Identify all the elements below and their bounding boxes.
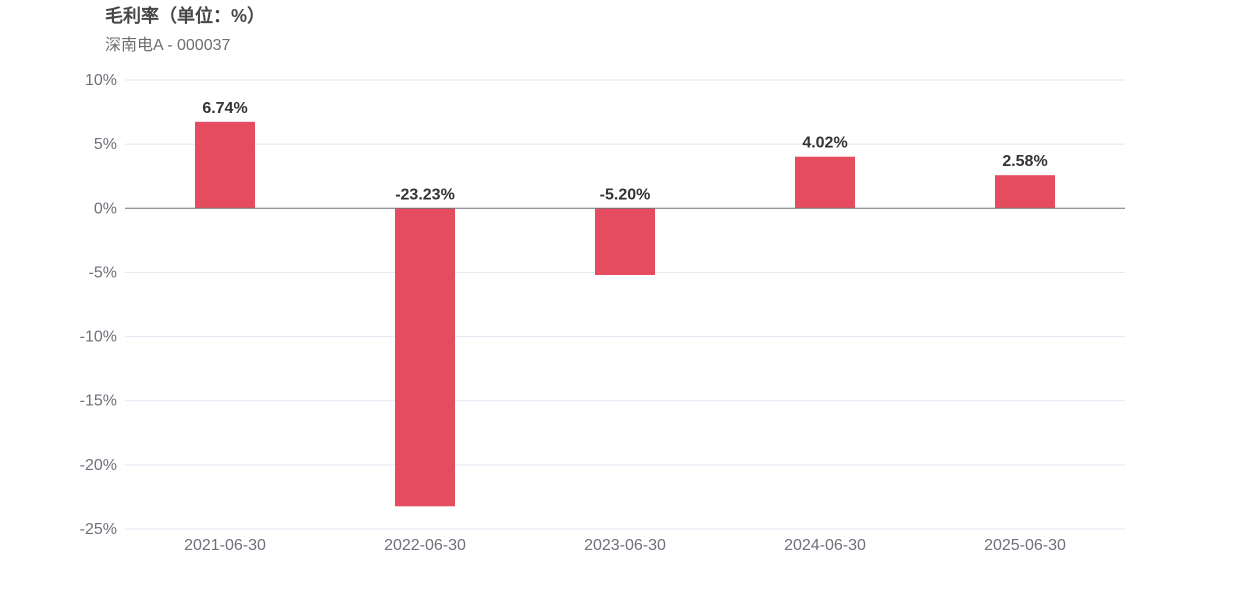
x-tick-label: 2022-06-30 [384,537,466,554]
bar-2024-06-30[interactable] [795,156,855,209]
data-label: 4.02% [802,135,847,152]
grid-lines [125,79,1125,530]
bars [195,121,1055,507]
data-label: 2.58% [1002,153,1047,170]
y-tick-label: -5% [89,264,117,281]
bar-2022-06-30[interactable] [395,208,455,507]
bar-2023-06-30[interactable] [595,208,655,275]
chart-subtitle: 深南电A - 000037 [105,37,231,54]
y-tick-label: 10% [85,72,117,89]
x-tick-label: 2023-06-30 [584,537,666,554]
x-axis: 2021-06-30 2022-06-30 2023-06-30 2024-06-30… [184,537,1066,554]
y-axis: 10% 5% 0% -5% -10% -15% -20% -25% [80,72,117,538]
data-label: -5.20% [600,186,651,203]
y-tick-label: -10% [80,329,117,346]
data-labels: 6.74% -23.23% -5.20% 4.02% 2.58% [202,100,1047,203]
y-tick-label: 5% [94,136,117,153]
y-tick-label: -25% [80,521,117,538]
data-label: -23.23% [395,186,455,203]
y-tick-label: -15% [80,393,117,410]
chart-title: 毛利率（单位：%） [105,6,266,26]
data-label: 6.74% [202,100,247,117]
x-tick-label: 2021-06-30 [184,537,266,554]
x-tick-label: 2025-06-30 [984,537,1066,554]
bar-2025-06-30[interactable] [995,175,1055,209]
x-tick-label: 2024-06-30 [784,537,866,554]
y-tick-label: -20% [80,457,117,474]
bar-2021-06-30[interactable] [195,121,255,209]
y-tick-label: 0% [94,200,117,217]
